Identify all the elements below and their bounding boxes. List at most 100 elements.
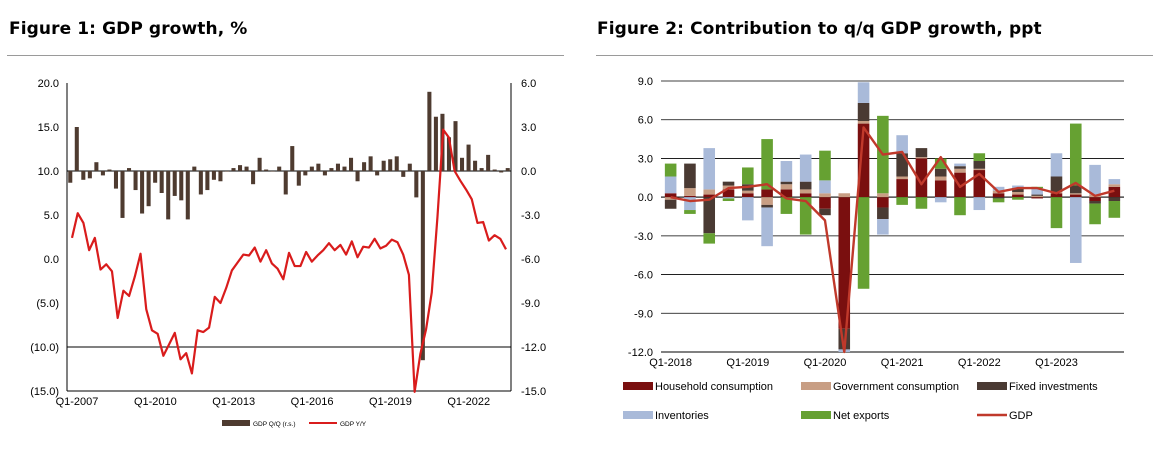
figure-1-chart: 20.0 15.0 10.0 5.0 0.0 (5.0) (10.0) (15.0) 6.0 3.… bbox=[30, 78, 546, 428]
contribution-bar-inventories bbox=[857, 82, 870, 103]
contribution-bar-fixed-investments bbox=[1069, 185, 1082, 194]
contribution-bar-net-exports bbox=[780, 197, 793, 214]
contribution-bar-inventories bbox=[684, 197, 696, 211]
gdp-line bbox=[670, 126, 1115, 354]
x-axis-tick-label: Q1-2016 bbox=[291, 396, 334, 408]
contribution-bar-net-exports bbox=[1108, 201, 1121, 218]
gdp-qq-bar bbox=[283, 171, 288, 195]
x-axis-tick-label: Q1-2022 bbox=[447, 396, 490, 408]
gdp-qq-bar bbox=[100, 171, 105, 176]
contribution-bar-government-consumption bbox=[664, 197, 677, 200]
gdp-qq-bar bbox=[381, 160, 386, 171]
gdp-qq-bar bbox=[211, 171, 216, 180]
contribution-bar-fixed-investments bbox=[780, 181, 793, 185]
left-axis-tick-label: 15.0 bbox=[38, 122, 59, 134]
contribution-bar-household-consumption bbox=[992, 193, 1005, 198]
legend-label-inventories: Inventories bbox=[655, 410, 709, 422]
contribution-bar-fixed-investments bbox=[722, 181, 735, 186]
contribution-bar-net-exports bbox=[896, 197, 908, 205]
contribution-bar-government-consumption bbox=[896, 176, 908, 180]
gdp-qq-bar bbox=[316, 163, 321, 171]
contribution-bar-fixed-investments bbox=[799, 181, 812, 190]
figure-2-title: Figure 2: Contribution to q/q GDP growth… bbox=[597, 19, 1042, 39]
legend-swatch-fixed-investments bbox=[977, 382, 1007, 390]
contribution-bar-inventories bbox=[973, 197, 986, 211]
gdp-qq-bar bbox=[466, 144, 471, 171]
gdp-qq-bar bbox=[473, 160, 478, 171]
gdp-qq-bar bbox=[322, 171, 327, 176]
contribution-bar-inventories bbox=[819, 180, 831, 194]
gdp-qq-bar bbox=[94, 162, 99, 171]
contribution-bar-household-consumption bbox=[722, 189, 735, 198]
y-axis-tick-label: -9.0 bbox=[634, 308, 653, 320]
gdp-qq-bar bbox=[309, 166, 314, 171]
gdp-qq-bar bbox=[172, 171, 177, 196]
x-axis-tick-label: Q1-2007 bbox=[56, 396, 99, 408]
y-axis-tick-label: 6.0 bbox=[638, 115, 653, 127]
contribution-bar-fixed-investments bbox=[915, 148, 928, 158]
right-axis-tick-label: 0.0 bbox=[521, 166, 536, 178]
contribution-bar-government-consumption bbox=[684, 188, 696, 196]
right-axis-tick-label: -9.0 bbox=[521, 298, 540, 310]
contribution-bar-inventories bbox=[761, 207, 773, 247]
contribution-bar-government-consumption bbox=[819, 193, 831, 198]
contribution-bar-inventories bbox=[1069, 197, 1082, 263]
x-axis-tick-label: Q1-2010 bbox=[134, 396, 177, 408]
contribution-bar-fixed-investments bbox=[703, 197, 716, 234]
gdp-qq-bar bbox=[368, 156, 373, 171]
contribution-bar-fixed-investments bbox=[819, 208, 831, 216]
legend-label-government-consumption: Government consumption bbox=[833, 381, 959, 393]
gdp-qq-bar bbox=[257, 157, 262, 171]
contribution-bar-household-consumption bbox=[934, 180, 947, 198]
x-axis-tick-label: Q1-2019 bbox=[726, 357, 769, 369]
right-axis-tick-label: -15.0 bbox=[521, 386, 546, 398]
contribution-bar-net-exports bbox=[1050, 197, 1063, 229]
contribution-bar-household-consumption bbox=[1108, 186, 1121, 198]
contribution-bar-net-exports bbox=[684, 210, 696, 214]
gdp-qq-bar bbox=[120, 171, 125, 218]
gdp-qq-bar bbox=[133, 171, 138, 191]
contribution-bar-household-consumption bbox=[877, 197, 889, 208]
gdp-qq-bar bbox=[68, 171, 73, 183]
contribution-bar-fixed-investments bbox=[992, 197, 1005, 199]
contribution-bar-government-consumption bbox=[799, 189, 812, 194]
contribution-bar-household-consumption bbox=[1012, 194, 1024, 198]
gdp-qq-bar bbox=[342, 166, 347, 171]
gdp-qq-bar bbox=[159, 171, 164, 193]
x-axis-tick-label: Q1-2013 bbox=[212, 396, 255, 408]
left-axis-tick-label: 5.0 bbox=[44, 210, 59, 222]
contribution-bar-fixed-investments bbox=[896, 153, 908, 177]
gdp-qq-bar bbox=[205, 171, 210, 191]
contribution-bar-inventories bbox=[1012, 185, 1024, 189]
contribution-bar-fixed-investments bbox=[857, 102, 870, 122]
contribution-bar-household-consumption bbox=[742, 193, 754, 198]
contribution-bar-fixed-investments bbox=[934, 168, 947, 177]
contribution-bar-inventories bbox=[992, 186, 1005, 191]
left-axis-tick-label: (15.0) bbox=[30, 386, 59, 398]
contribution-bar-government-consumption bbox=[973, 168, 986, 171]
gdp-qq-bar bbox=[427, 91, 432, 171]
gdp-qq-bar bbox=[401, 171, 406, 177]
contribution-bar-fixed-investments bbox=[877, 207, 889, 220]
contribution-bar-household-consumption bbox=[780, 189, 793, 198]
gdp-qq-bar bbox=[74, 127, 79, 171]
gdp-qq-bar bbox=[127, 168, 132, 171]
left-axis-tick-label: 20.0 bbox=[38, 78, 59, 90]
gdp-qq-bar bbox=[146, 171, 151, 207]
contribution-bar-net-exports bbox=[954, 197, 966, 216]
contribution-bar-household-consumption bbox=[819, 197, 831, 209]
contribution-bar-inventories bbox=[1050, 153, 1063, 177]
gdp-qq-bar bbox=[179, 171, 184, 201]
contribution-bar-net-exports bbox=[857, 197, 870, 289]
x-axis-tick-label: Q1-2021 bbox=[881, 357, 924, 369]
figure-1-title: Figure 1: GDP growth, % bbox=[9, 19, 248, 39]
contribution-bar-net-exports bbox=[1089, 203, 1101, 225]
gdp-qq-bar bbox=[355, 171, 360, 182]
gdp-qq-bar bbox=[218, 171, 223, 182]
gdp-qq-bar bbox=[460, 157, 465, 171]
contribution-bar-inventories bbox=[780, 161, 793, 182]
left-axis-tick-label: (5.0) bbox=[36, 298, 59, 310]
x-axis-tick-label: Q1-2023 bbox=[1035, 357, 1078, 369]
legend-swatch-government-consumption bbox=[801, 382, 831, 390]
contribution-bar-government-consumption bbox=[742, 190, 754, 194]
